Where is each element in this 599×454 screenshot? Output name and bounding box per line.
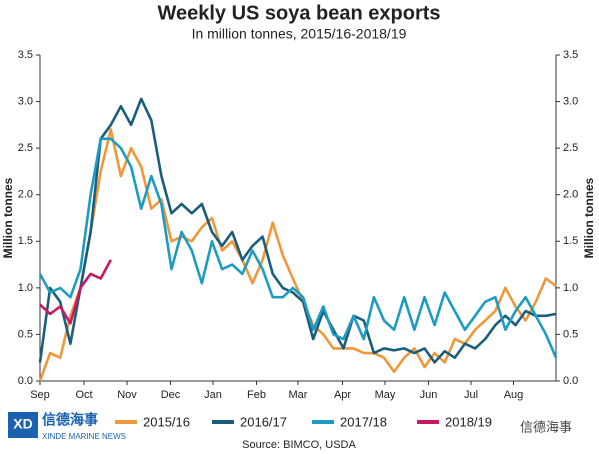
- series-line: [38, 97, 557, 364]
- y2-tick-label: 0.5: [563, 328, 578, 340]
- series-line: [39, 259, 112, 325]
- logo-subtext: XINDE MARINE NEWS: [42, 432, 126, 441]
- x-tick-label: May: [375, 389, 396, 401]
- x-tick-label: Oct: [75, 389, 92, 401]
- x-tick-label: Sep: [30, 389, 50, 401]
- series-line: [38, 137, 558, 359]
- y-tick-label: 0.0: [18, 375, 33, 387]
- x-tick-label: Mar: [289, 389, 308, 401]
- x-tick-label: Nov: [117, 389, 137, 401]
- legend-label: 2016/17: [240, 414, 287, 429]
- watermark: 信德海事: [520, 419, 572, 434]
- legend-label: 2017/18: [340, 414, 387, 429]
- chart-title: Weekly US soya bean exports: [157, 2, 440, 24]
- y2-tick-label: 3.5: [563, 49, 578, 61]
- y2-tick-label: 2.5: [563, 142, 578, 154]
- y-tick-label: 0.5: [18, 328, 33, 340]
- logo-letters: XD: [13, 416, 32, 432]
- x-tick-label: Jan: [204, 389, 222, 401]
- chart-subtitle: In million tonnes, 2015/16-2018/19: [192, 26, 407, 42]
- series-line: [38, 128, 557, 382]
- y2-tick-label: 1.5: [563, 235, 578, 247]
- x-tick-label: Apr: [334, 389, 351, 401]
- logo-mark: [8, 412, 38, 438]
- y-tick-label: 3.5: [18, 49, 33, 61]
- y-tick-label: 1.5: [18, 235, 33, 247]
- legend-label: 2015/16: [143, 414, 190, 429]
- x-tick-label: Aug: [504, 389, 524, 401]
- y2-tick-label: 3.0: [563, 95, 578, 107]
- y2-tick-label: 1.0: [563, 282, 578, 294]
- y-tick-label: 3.0: [18, 95, 33, 107]
- x-tick-label: Feb: [247, 389, 266, 401]
- y2-tick-label: 0.0: [563, 375, 578, 387]
- y2-tick-label: 2.0: [563, 189, 578, 201]
- x-tick-label: Jul: [464, 389, 478, 401]
- legend-label: 2018/19: [445, 414, 492, 429]
- y-tick-label: 1.0: [18, 282, 33, 294]
- source: Source: BIMCO, USDA: [242, 439, 356, 451]
- x-tick-label: Jun: [420, 389, 438, 401]
- y-tick-label: 2.5: [18, 142, 33, 154]
- y-tick-label: 2.0: [18, 189, 33, 201]
- logo-text: 信德海事: [42, 412, 98, 428]
- y-axis-label: Million tonnes: [1, 177, 15, 258]
- x-tick-label: Dec: [161, 389, 181, 401]
- y2-axis-label: Million tonnes: [582, 177, 596, 258]
- logo: XD 信德海事 XINDE MARINE NEWS: [8, 412, 126, 441]
